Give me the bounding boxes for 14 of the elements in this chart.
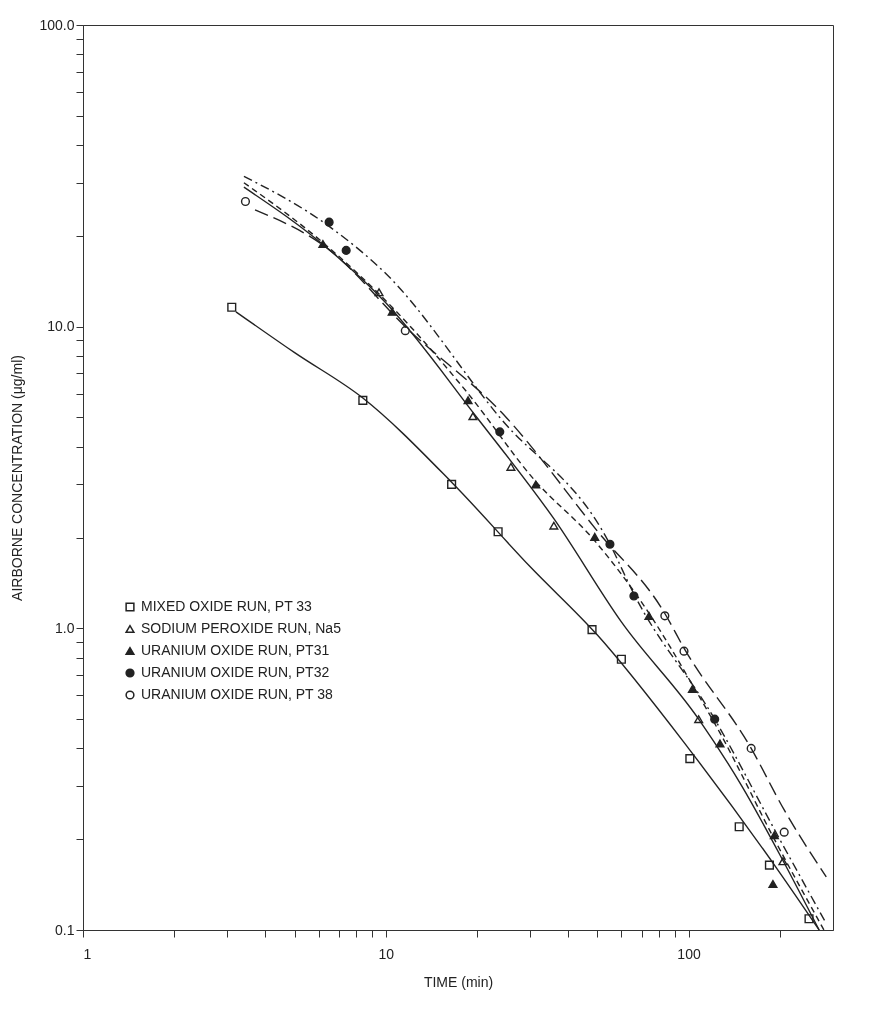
legend-label: URANIUM OXIDE RUN, PT32: [141, 664, 330, 680]
y-axis-title: AIRBORNE CONCENTRATION (μg/ml): [9, 355, 26, 601]
x-tick-label: 10: [378, 945, 395, 962]
legend-label: URANIUM OXIDE RUN, PT 38: [141, 686, 334, 702]
x-tick-label: 100: [677, 945, 701, 962]
x-tick-label: 1: [83, 945, 92, 962]
y-tick-label: 0.1: [55, 921, 75, 938]
y-tick-label: 1.0: [55, 619, 75, 636]
legend-label: URANIUM OXIDE RUN, PT31: [141, 642, 330, 658]
legend-label: SODIUM PEROXIDE RUN, Na5: [141, 620, 342, 636]
y-tick-label: 100.0: [39, 16, 75, 33]
y-tick-label: 10.0: [47, 318, 75, 335]
legend-label: MIXED OXIDE RUN, PT 33: [141, 598, 313, 614]
x-axis-title: TIME (min): [423, 973, 494, 990]
